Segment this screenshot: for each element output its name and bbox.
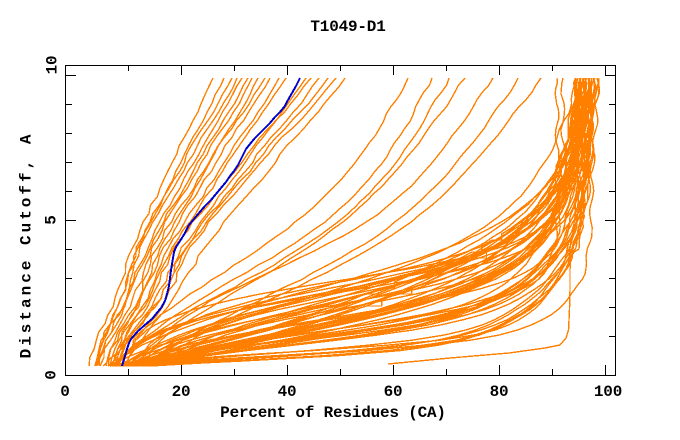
svg-text:10: 10 [44,56,62,75]
svg-text:40: 40 [278,383,297,401]
svg-text:60: 60 [384,383,403,401]
svg-text:20: 20 [172,383,191,401]
svg-text:0: 0 [43,370,61,379]
svg-text:0: 0 [60,383,69,401]
svg-text:100: 100 [594,383,622,401]
svg-text:5: 5 [43,215,61,224]
svg-text:80: 80 [490,383,509,401]
svg-text:T1049-D1: T1049-D1 [310,18,385,36]
svg-text:Distance Cutoff, A: Distance Cutoff, A [18,132,36,359]
svg-text:Percent of Residues (CA): Percent of Residues (CA) [220,404,446,422]
